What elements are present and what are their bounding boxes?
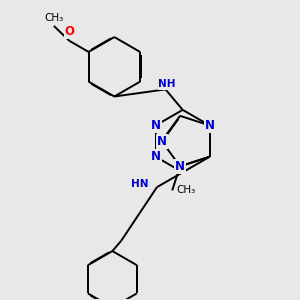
- Text: N: N: [151, 119, 161, 132]
- Text: N: N: [157, 135, 167, 148]
- Text: HN: HN: [130, 179, 148, 189]
- Text: NH: NH: [158, 79, 176, 89]
- Text: N: N: [151, 150, 161, 163]
- Text: O: O: [64, 26, 74, 38]
- Text: N: N: [205, 119, 215, 132]
- Text: CH₃: CH₃: [177, 185, 196, 195]
- Text: N: N: [175, 160, 185, 173]
- Text: CH₃: CH₃: [44, 14, 64, 23]
